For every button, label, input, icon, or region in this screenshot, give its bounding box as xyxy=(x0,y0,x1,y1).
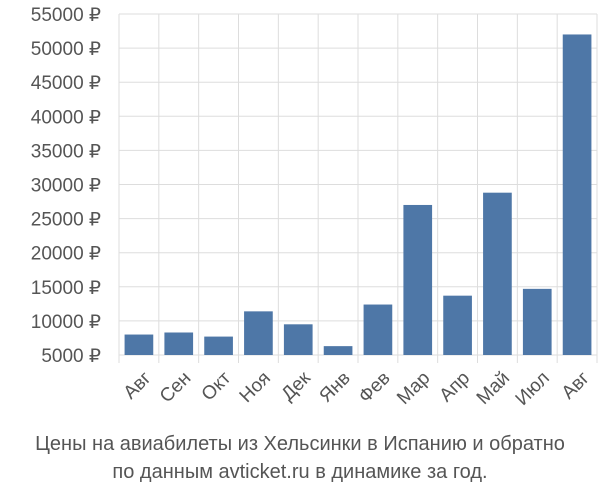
bar-10 xyxy=(483,192,512,355)
x-tick-label: Июл xyxy=(512,368,554,410)
bar-6 xyxy=(323,346,353,355)
bar-3 xyxy=(204,336,233,355)
y-tick-label: 20000 ₽ xyxy=(31,244,101,265)
x-tick-label: Май xyxy=(473,368,514,409)
y-tick-label: 10000 ₽ xyxy=(31,312,101,333)
x-tick-label: Янв xyxy=(316,368,355,407)
x-tick-label: Апр xyxy=(436,368,475,407)
y-tick-label: 25000 ₽ xyxy=(31,210,101,231)
x-tick-label: Окт xyxy=(198,368,236,406)
bar-7 xyxy=(363,304,393,355)
x-tick-label: Ноя xyxy=(236,368,275,407)
y-tick-label: 5000 ₽ xyxy=(41,346,101,367)
x-tick-label: Сен xyxy=(156,368,195,407)
bar-12 xyxy=(562,34,592,356)
bar-chart: 5000 ₽ 10000 ₽ 15000 ₽ 20000 ₽ 25000 ₽ 30000 … xyxy=(31,5,598,410)
caption-line-1: Цены на авиабилеты из Хельсинки в Испани… xyxy=(35,433,565,455)
grid-layer xyxy=(118,13,598,363)
chart-caption: Цены на авиабилеты из Хельсинки в Испани… xyxy=(0,430,600,486)
y-tick-label: 55000 ₽ xyxy=(31,5,101,26)
x-tick-label: Фев xyxy=(355,368,395,408)
bar-4 xyxy=(244,311,273,355)
y-tick-label: 30000 ₽ xyxy=(31,176,101,197)
x-tick-label: Дек xyxy=(278,367,316,405)
x-tick-label: Авг xyxy=(558,368,594,404)
y-tick-label: 40000 ₽ xyxy=(31,107,101,128)
y-tick-label: 45000 ₽ xyxy=(31,73,101,94)
bar-2 xyxy=(164,332,194,355)
x-tick-label: Мар xyxy=(393,368,434,409)
y-tick-label: 15000 ₽ xyxy=(31,278,101,299)
bar-11 xyxy=(522,288,552,355)
bar-9 xyxy=(443,295,472,355)
y-tick-label: 50000 ₽ xyxy=(31,39,101,60)
bar-5 xyxy=(283,324,313,355)
bars xyxy=(124,34,592,356)
y-axis-ticks: 5000 ₽ 10000 ₽ 15000 ₽ 20000 ₽ 25000 ₽ 30000 … xyxy=(31,5,101,367)
caption-line-2: по данным avticket.ru в динамике за год. xyxy=(112,461,488,483)
bar-8 xyxy=(403,204,433,355)
y-tick-label: 35000 ₽ xyxy=(31,141,101,162)
x-tick-label: Авг xyxy=(120,368,156,404)
bar-1 xyxy=(124,334,154,355)
